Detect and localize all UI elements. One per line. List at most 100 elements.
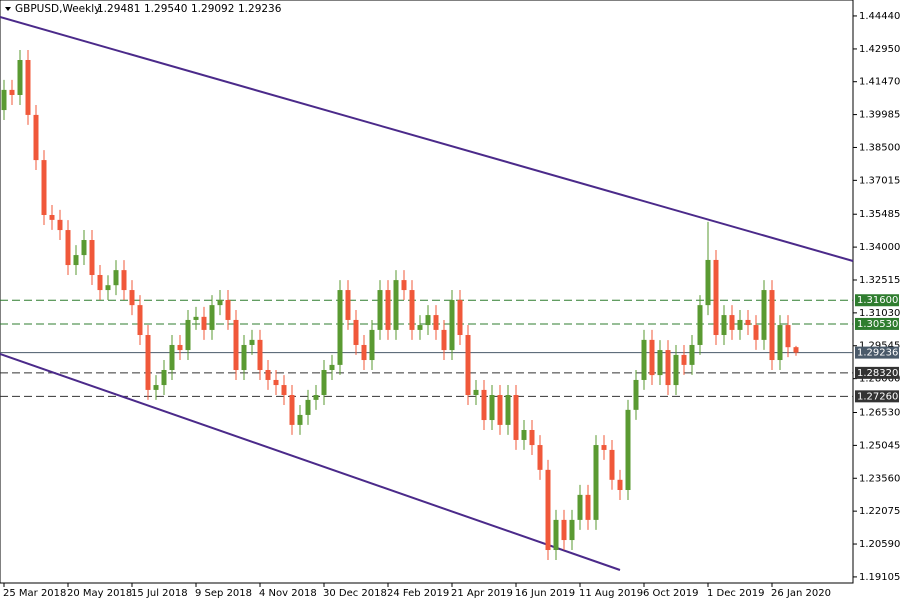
header-low: 1.29092	[191, 3, 234, 15]
candle-body	[217, 300, 223, 306]
candle-body	[65, 230, 71, 266]
candle-body	[385, 290, 391, 330]
candle-body	[681, 354, 687, 365]
candle-body	[689, 344, 695, 365]
x-tick-label: 1 Dec 2019	[707, 588, 765, 599]
y-tick-label: 1.19105	[859, 572, 900, 583]
candle-body	[545, 469, 551, 551]
candle-body	[169, 344, 175, 370]
candle-body	[337, 290, 343, 365]
candle-body	[137, 305, 143, 336]
candle-body	[705, 259, 711, 306]
level-label: 1.30530	[857, 319, 898, 330]
level-label-box	[855, 366, 899, 379]
x-tick-label: 15 Jul 2018	[131, 588, 188, 599]
y-tick-label: 1.39985	[859, 110, 900, 121]
level-label: 1.28320	[857, 368, 898, 379]
x-tick-label: 4 Nov 2018	[259, 588, 317, 599]
level-label: 1.29236	[857, 348, 898, 359]
candle-body	[177, 344, 183, 351]
candle-body	[753, 325, 759, 340]
candle-body	[633, 379, 639, 410]
candle-body	[9, 89, 15, 95]
candle-body	[537, 445, 543, 470]
y-tick-label: 1.34000	[859, 242, 900, 253]
candles	[1, 50, 799, 560]
header-high: 1.29540	[144, 3, 187, 15]
x-tick-label: 26 Jan 2020	[771, 588, 831, 599]
symbol-label: GBPUSD,Weekly	[15, 3, 100, 15]
y-tick-label: 1.44440	[859, 11, 900, 22]
y-tick-label: 1.31030	[859, 308, 900, 319]
candle-body	[721, 315, 727, 336]
candle-body	[513, 395, 519, 440]
candle-body	[769, 290, 775, 361]
candle-body	[361, 344, 367, 361]
x-tick-label: 30 Dec 2018	[323, 588, 387, 599]
y-tick-label: 1.22075	[859, 506, 900, 517]
candle-body	[57, 219, 63, 231]
candle-body	[201, 316, 207, 330]
candle-body	[481, 389, 487, 421]
candle-body	[153, 385, 159, 390]
candle-body	[553, 519, 559, 551]
candle-body	[377, 290, 383, 330]
candle-body	[257, 339, 263, 370]
candle-body	[25, 60, 31, 115]
candle-body	[89, 240, 95, 276]
candle-body	[577, 494, 583, 520]
candle-body	[161, 369, 167, 386]
y-tick-label: 1.28060	[859, 374, 900, 385]
candle-body	[585, 494, 591, 520]
candle-body	[785, 325, 791, 348]
candle-body	[265, 369, 271, 380]
y-tick-label: 1.23560	[859, 473, 900, 484]
candle-body	[289, 395, 295, 425]
candle-body	[313, 395, 319, 400]
candle-body	[745, 319, 751, 326]
x-tick-label: 16 Jun 2019	[515, 588, 575, 599]
plot-frame	[0, 0, 854, 584]
candle-body	[73, 255, 79, 266]
candle-body	[41, 160, 47, 215]
candle-body	[401, 280, 407, 291]
x-tick-label: 25 Mar 2018	[3, 588, 66, 599]
candle-body	[345, 290, 351, 320]
candle-body	[713, 259, 719, 336]
candle-body	[417, 325, 423, 330]
candle-body	[457, 300, 463, 336]
y-tick-label: 1.38500	[859, 142, 900, 153]
candle-body	[569, 519, 575, 541]
candle-body	[649, 339, 655, 376]
candle-body	[305, 399, 311, 415]
level-label-box	[855, 346, 899, 359]
trendline-upper	[0, 16, 854, 262]
candle-body	[105, 285, 111, 291]
level-label-box	[855, 294, 899, 307]
x-tick-label: 24 Feb 2019	[387, 588, 449, 599]
candle-body	[657, 350, 663, 376]
candle-body	[609, 449, 615, 480]
candle-body	[129, 290, 135, 306]
candle-body	[193, 316, 199, 320]
candle-body	[729, 315, 735, 330]
candle-body	[273, 379, 279, 386]
candle-body	[233, 319, 239, 370]
y-tick-label: 1.41470	[859, 77, 900, 88]
candle-body	[521, 429, 527, 440]
candle-body	[225, 300, 231, 320]
candle-body	[97, 275, 103, 291]
y-tick-label: 1.26530	[859, 408, 900, 419]
candle-body	[113, 270, 119, 286]
x-tick-label: 11 Aug 2019	[579, 588, 643, 599]
candle-body	[329, 364, 335, 370]
y-tick-label: 1.25045	[859, 440, 900, 451]
candle-body	[665, 350, 671, 386]
menu-arrow[interactable]	[5, 7, 11, 11]
candle-body	[529, 429, 535, 446]
y-tick-label: 1.42950	[859, 44, 900, 55]
candle-body	[409, 290, 415, 330]
candle-body	[49, 214, 55, 220]
candle-body	[297, 414, 303, 425]
